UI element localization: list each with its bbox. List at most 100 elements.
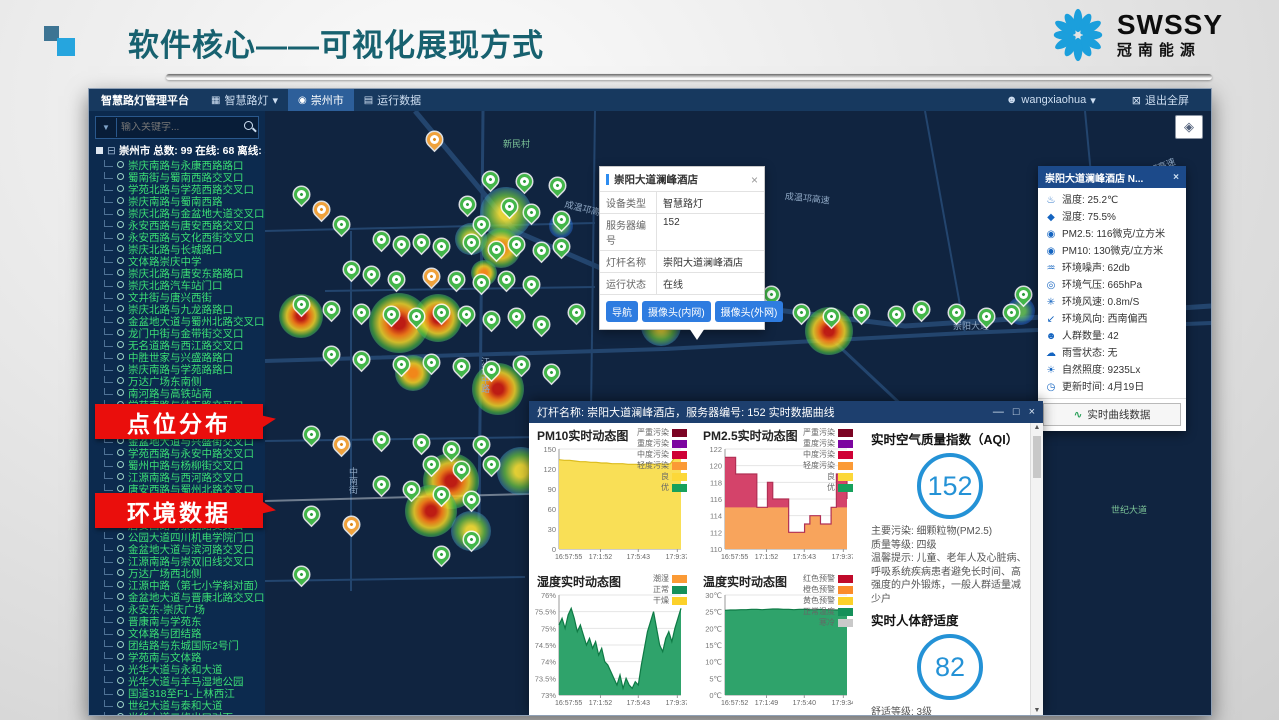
streetlight-marker[interactable] [300, 423, 323, 446]
restore-icon[interactable]: □ [1012, 406, 1020, 418]
sidebar-item[interactable]: 无名道路与西江路交叉口 [101, 340, 265, 352]
streetlight-marker[interactable] [440, 438, 463, 461]
streetlight-marker[interactable] [530, 239, 553, 262]
sidebar-item[interactable]: 学苑南与文体路 [101, 652, 265, 664]
sidebar-item[interactable]: 学苑北路与学苑西路交叉口 [101, 184, 265, 196]
streetlight-marker[interactable] [885, 303, 908, 326]
streetlight-marker[interactable] [480, 358, 503, 381]
sidebar-item[interactable]: 崇庆北路汽车站门口 [101, 280, 265, 292]
streetlight-marker[interactable] [445, 268, 468, 291]
filter-icon[interactable]: ▼ [96, 118, 117, 137]
scroll-down-icon[interactable]: ▼ [1033, 707, 1041, 714]
streetlight-marker[interactable] [498, 195, 521, 218]
scroll-up-icon[interactable]: ▲ [1033, 424, 1041, 431]
popup-action-button[interactable]: 摄像头(内网) [642, 301, 711, 322]
sidebar-item[interactable]: 光华大道与羊马湿地公园 [101, 676, 265, 688]
sidebar-item[interactable]: 江源中路（第七小学斜对面） [101, 580, 265, 592]
streetlight-marker[interactable] [340, 513, 363, 536]
sidebar-item[interactable]: 文井街与唐兴西街 [101, 292, 265, 304]
streetlight-marker[interactable] [320, 343, 343, 366]
search-input[interactable] [117, 122, 240, 133]
sidebar-item[interactable]: 公园大道四川机电学院门口 [101, 532, 265, 544]
streetlight-marker[interactable] [790, 301, 813, 324]
sidebar-item[interactable]: 国道318至F1-上林西江 [101, 688, 265, 700]
streetlight-marker[interactable] [546, 174, 569, 197]
close-icon[interactable]: × [1028, 406, 1035, 418]
streetlight-marker[interactable] [455, 303, 478, 326]
streetlight-marker[interactable] [420, 265, 443, 288]
streetlight-marker[interactable] [470, 271, 493, 294]
sidebar-item[interactable]: 龙门中街与金带街交叉口 [101, 328, 265, 340]
realtime-panel-titlebar[interactable]: 灯杆名称: 崇阳大道澜峰酒店，服务器编号: 152 实时数据曲线 — □ × [529, 401, 1043, 423]
sidebar-item[interactable]: 中胜世家与兴盛路路口 [101, 352, 265, 364]
sidebar-item[interactable]: 世纪大道与泰和大道 [101, 700, 265, 712]
streetlight-marker[interactable] [470, 213, 493, 236]
sidebar-item[interactable]: 崇庆北路与长城路口 [101, 244, 265, 256]
streetlight-marker[interactable] [390, 233, 413, 256]
streetlight-marker[interactable] [505, 233, 528, 256]
streetlight-marker[interactable] [380, 303, 403, 326]
sidebar-item[interactable]: 蜀南街与蜀南西路交叉口 [101, 172, 265, 184]
sidebar-item[interactable]: 永安西路与唐安西路交叉口 [101, 220, 265, 232]
streetlight-marker[interactable] [405, 305, 428, 328]
sidebar-item[interactable]: 永安东-崇庆广场 [101, 604, 265, 616]
streetlight-marker[interactable] [479, 168, 502, 191]
streetlight-marker[interactable] [430, 543, 453, 566]
streetlight-marker[interactable] [470, 433, 493, 456]
streetlight-marker[interactable] [520, 273, 543, 296]
sidebar-item[interactable]: 崇庆北路与九龙路路口 [101, 304, 265, 316]
streetlight-marker[interactable] [430, 235, 453, 258]
sidebar-item[interactable]: 崇庆北路与金盆地大道交叉口 [101, 208, 265, 220]
exit-fullscreen-button[interactable]: ⊠ 退出全屏 [1131, 94, 1189, 108]
streetlight-marker[interactable] [350, 348, 373, 371]
streetlight-marker[interactable] [300, 503, 323, 526]
streetlight-marker[interactable] [410, 231, 433, 254]
streetlight-marker[interactable] [565, 301, 588, 324]
sidebar-item[interactable]: 文体路与团结路 [101, 628, 265, 640]
sidebar-item[interactable]: 崇庆南路与永康西路路口 [101, 160, 265, 172]
streetlight-marker[interactable] [1012, 283, 1035, 306]
streetlight-marker[interactable] [420, 453, 443, 476]
streetlight-marker[interactable] [530, 313, 553, 336]
streetlight-marker[interactable] [290, 183, 313, 206]
streetlight-marker[interactable] [385, 268, 408, 291]
sidebar-item[interactable]: 文体路崇庆中学 [101, 256, 265, 268]
streetlight-marker[interactable] [495, 268, 518, 291]
streetlight-marker[interactable] [310, 198, 333, 221]
sidebar-item[interactable]: 江源南路与崇双旧线交叉口 [101, 556, 265, 568]
streetlight-marker[interactable] [1000, 301, 1023, 324]
sidebar-item[interactable]: 蜀州中路与杨柳街交叉口 [101, 460, 265, 472]
streetlight-marker[interactable] [430, 483, 453, 506]
map-canvas[interactable]: 成温邛高速成温邛高速成温邛高速新民村崇阳大道崇阳大道江源中路中南街世纪大道 ◈ … [265, 111, 1211, 715]
streetlight-marker[interactable] [420, 351, 443, 374]
streetlight-marker[interactable] [290, 563, 313, 586]
sidebar-item[interactable]: 永安西路与文化西街交叉口 [101, 232, 265, 244]
streetlight-marker[interactable] [550, 208, 573, 231]
streetlight-marker[interactable] [540, 361, 563, 384]
search-icon[interactable] [240, 117, 258, 138]
user-menu[interactable]: ☻ wangxiaohua ▾ [1005, 94, 1096, 107]
tree-root-node[interactable]: ⊟ 崇州市 总数: 99 在线: 68 离线: 31 [96, 143, 265, 158]
popup-action-button[interactable]: 摄像头(外网) [714, 301, 784, 322]
streetlight-marker[interactable] [330, 213, 353, 236]
streetlight-marker[interactable] [510, 353, 533, 376]
sidebar-item[interactable]: 江源南路与西河路交叉口 [101, 472, 265, 484]
streetlight-marker[interactable] [370, 473, 393, 496]
nav-item-running-data[interactable]: ▤ 运行数据 [363, 94, 422, 108]
map-layers-button[interactable]: ◈ [1175, 115, 1203, 139]
streetlight-marker[interactable] [456, 193, 479, 216]
streetlight-marker[interactable] [480, 308, 503, 331]
streetlight-marker[interactable] [460, 488, 483, 511]
streetlight-marker[interactable] [513, 170, 536, 193]
streetlight-marker[interactable] [360, 263, 383, 286]
streetlight-marker[interactable] [480, 453, 503, 476]
streetlight-marker[interactable] [350, 301, 373, 324]
streetlight-marker[interactable] [400, 478, 423, 501]
sidebar-item[interactable]: 金盆地大道与蜀州北路交叉口 [101, 316, 265, 328]
streetlight-marker[interactable] [390, 353, 413, 376]
sidebar-item[interactable]: 晋康南与学苑东 [101, 616, 265, 628]
nav-item-chongzhou[interactable]: ◉ 崇州市 [287, 89, 354, 111]
streetlight-marker[interactable] [505, 305, 528, 328]
streetlight-marker[interactable] [975, 305, 998, 328]
sidebar-item[interactable]: 光华大道二绕出口对面 [101, 712, 265, 715]
